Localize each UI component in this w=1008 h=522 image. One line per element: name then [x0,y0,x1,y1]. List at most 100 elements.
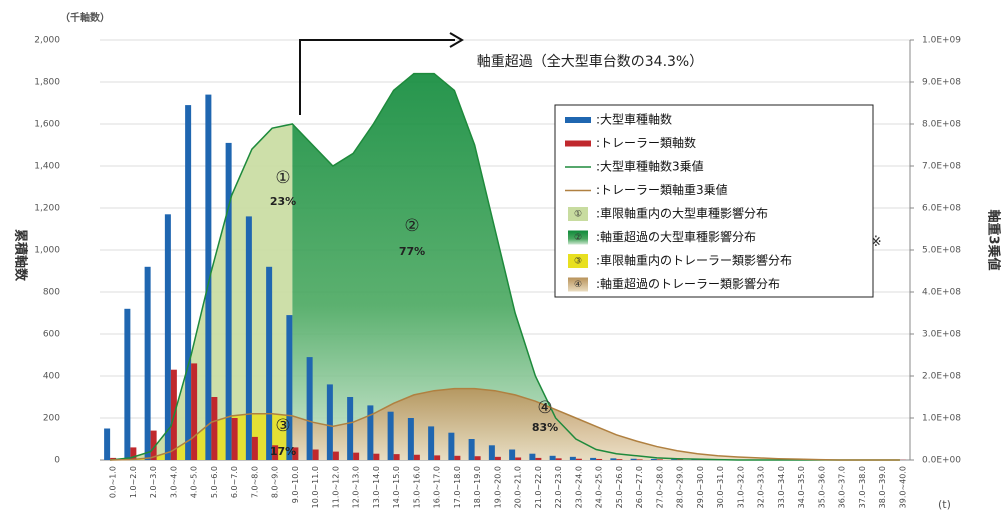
legend-swatch [568,254,588,268]
bar [549,455,556,460]
bar [650,458,657,460]
bar [575,458,582,460]
x-tick-label: 17.0~18.0 [453,466,462,508]
y2-axis-label: 軸重3乗値 [986,209,1002,270]
x-tick-label: 22.0~23.0 [554,466,563,508]
x-tick-label: 26.0~27.0 [635,466,644,508]
y2-tick-label: 5.0E+08 [922,246,961,256]
y-tick-label: 1,200 [34,204,60,214]
x-tick-label: 19.0~20.0 [493,466,502,508]
x-tick-label: 7.0~8.0 [250,466,259,498]
x-tick-label: 37.0~38.0 [858,466,867,508]
chart-title: 軸重超過（全大型車台数の34.3%） [477,53,703,70]
annotation: ④ [537,398,552,418]
bar [448,432,455,460]
line [110,72,900,461]
arrow-head [449,32,464,48]
bar [353,452,360,460]
bar [671,459,678,460]
legend-label: :トレーラー類軸数 [596,135,696,150]
y2-tick-label: 1.0E+09 [922,36,961,46]
x-tick-label: 1.0~2.0 [129,466,138,498]
bar [144,266,151,460]
bar [555,458,562,460]
bar [367,405,374,460]
y2-tick-label: 9.0E+08 [922,78,961,88]
bar [211,397,218,460]
bar [347,397,354,460]
legend-label: :大型車種軸数3乗値 [596,159,704,174]
x-tick-label: 32.0~33.0 [757,466,766,508]
bar [515,457,522,460]
x-tick-label: 16.0~17.0 [433,466,442,508]
legend-marker: ④ [574,280,582,290]
x-tick-label: 3.0~4.0 [169,466,178,498]
legend-label: :トレーラー類軸重3乗値 [596,182,728,197]
bar [130,447,137,460]
x-tick-label: 27.0~28.0 [655,466,664,508]
legend-swatch [565,140,591,147]
bar [454,455,461,460]
bar [326,384,333,460]
area [292,73,900,460]
x-tick-label: 12.0~13.0 [352,466,361,508]
bar [225,142,232,460]
annotation: 23% [270,195,296,208]
y-tick-label: 0 [54,456,60,466]
legend-label: :軸重超過のトレーラー類影響分布 [596,276,780,291]
x-tick-label: 38.0~39.0 [878,466,887,508]
annotation: 17% [270,445,296,458]
bar [529,453,536,460]
bar [231,418,238,460]
x-tick-label: 10.0~11.0 [311,466,320,508]
x-tick-label: 2.0~3.0 [149,466,158,498]
x-tick-label: 34.0~35.0 [797,466,806,508]
x-tick-label: 30.0~31.0 [716,466,725,508]
bar [610,458,617,460]
bar [656,459,663,460]
y-axis-label: 累積軸数 [13,229,29,282]
y2-tick-label: 6.0E+08 [922,204,961,214]
x-tick-label: 25.0~26.0 [615,466,624,508]
bar [509,449,516,460]
bar [245,216,252,460]
legend [554,104,874,298]
y2-tick-label: 8.0E+08 [922,120,961,130]
x-tick-label: 23.0~24.0 [574,466,583,508]
bar [104,428,111,460]
y-tick-label: 1,000 [34,246,60,256]
plot-area [100,39,914,461]
area [292,388,900,460]
legend-marker: ② [574,233,582,243]
bar [306,357,313,460]
x-tick-label: 36.0~37.0 [838,466,847,508]
x-tick-label: 0.0~1.0 [109,466,118,498]
bar [393,454,400,460]
bar [428,426,435,460]
legend-label: :軸重超過の大型車種影響分布 [596,229,756,244]
bar [191,363,198,460]
x-tick-label: 8.0~9.0 [271,466,280,498]
bar [150,430,157,460]
bar [373,453,380,460]
legend-marker: ① [574,210,582,220]
bar [312,449,319,460]
bar [332,451,339,460]
bar [590,457,597,460]
legend-marker: ③ [574,257,582,267]
x-tick-label: 13.0~14.0 [372,466,381,508]
legend-label: :車限軸重内のトレーラー類影響分布 [596,253,792,268]
bar [413,454,420,460]
y2-tick-label: 2.0E+08 [922,372,961,382]
legend-label: :大型車種軸数 [596,112,672,127]
bar [124,308,131,460]
x-tick-label: 18.0~19.0 [473,466,482,508]
bar [636,459,643,460]
bar [272,445,279,460]
bar [630,458,637,460]
x-tick-label: 4.0~5.0 [190,466,199,498]
x-axis-label: (t) [938,498,951,511]
y-tick-label: 1,800 [34,78,60,88]
y2-tick-label: 7.0E+08 [922,162,961,172]
annotation: ③ [275,416,290,436]
